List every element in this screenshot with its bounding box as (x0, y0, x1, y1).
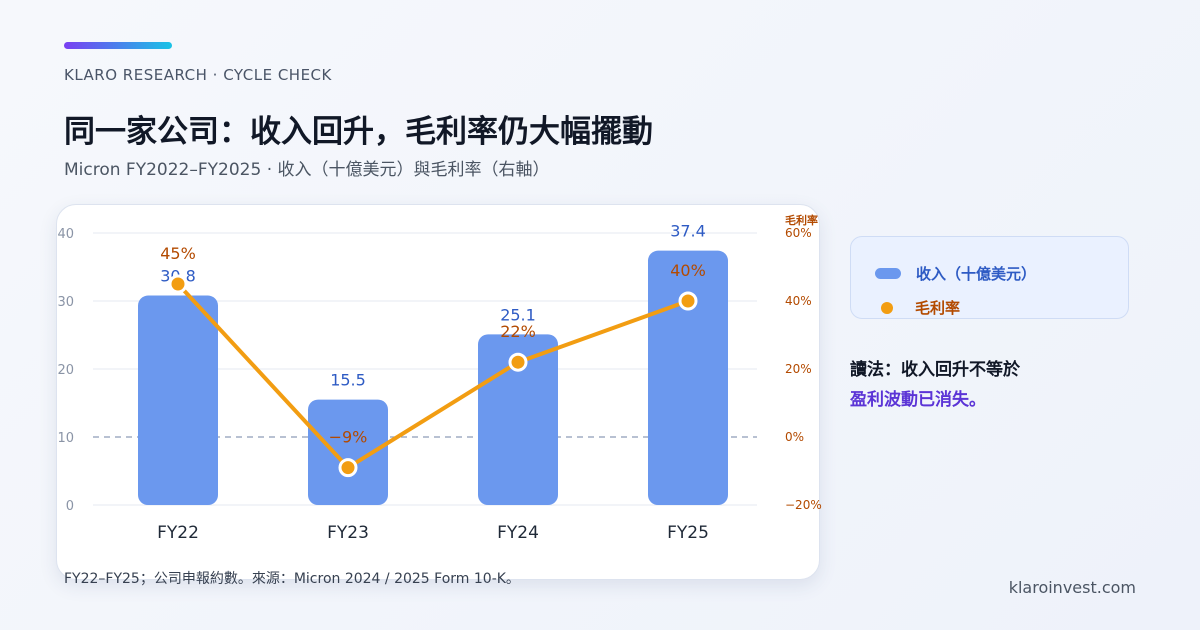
revenue-bar (308, 399, 388, 505)
legend-bar-swatch (875, 268, 901, 279)
y-left-tick-label: 10 (57, 431, 74, 446)
legend-revenue-label: 收入（十億美元） (916, 265, 1037, 283)
y-left-tick-label: 0 (66, 499, 74, 514)
y-right-axis-title: 毛利率 (785, 213, 818, 227)
legend-item-margin: 毛利率 (875, 297, 960, 318)
margin-value-label: −9% (329, 428, 368, 447)
chart-card: 0 10 20 30 40 −20% 0% 20% 40% 60% 毛利率 FY22 FY23 FY24 F… (56, 204, 822, 580)
page-title: 同一家公司：收入回升，毛利率仍大幅擺動 (64, 114, 653, 150)
chart-legend: 收入（十億美元） 毛利率 (850, 236, 1129, 319)
y-right-tick-label: 20% (785, 362, 812, 376)
y-right-tick-label: −20% (785, 498, 822, 512)
revenue-bar (478, 334, 558, 505)
margin-value-label: 45% (160, 244, 196, 263)
margin-value-label: 40% (670, 261, 706, 280)
eyebrow: KLARO RESEARCH · CYCLE CHECK (64, 66, 332, 84)
y-right-tick-label: 60% (785, 226, 812, 240)
margin-line (176, 282, 690, 470)
revenue-value-label: 25.1 (500, 305, 536, 324)
x-tick-label: FY23 (327, 523, 369, 543)
x-tick-label: FY24 (497, 523, 539, 543)
insight-line-1: 讀法：收入回升不等於 (850, 360, 1020, 380)
accent-bar (64, 42, 172, 49)
insight-note: 讀法：收入回升不等於 盈利波動已消失。 (850, 355, 1020, 415)
revenue-bar (648, 250, 728, 505)
y-left-tick-label: 30 (57, 295, 74, 310)
legend-item-revenue: 收入（十億美元） (875, 263, 1036, 284)
x-tick-label: FY22 (157, 523, 199, 543)
y-left-tick-label: 40 (57, 227, 74, 242)
y-right-tick-label: 0% (785, 430, 804, 444)
margin-point (678, 291, 698, 311)
margin-point (168, 274, 188, 294)
site-domain: klaroinvest.com (1008, 578, 1136, 597)
margin-value-label: 22% (500, 322, 536, 341)
revenue-value-label: 37.4 (670, 222, 706, 241)
revenue-bar (138, 295, 218, 505)
insight-line-2: 盈利波動已消失。 (850, 390, 986, 410)
legend-margin-label: 毛利率 (915, 299, 961, 317)
x-tick-label: FY25 (667, 523, 709, 543)
legend-dot-swatch (881, 301, 893, 314)
y-right-tick-label: 40% (785, 294, 812, 308)
source-note: FY22–FY25；公司申報約數。來源：Micron 2024 / 2025 F… (64, 571, 520, 587)
combo-chart: 0 10 20 30 40 −20% 0% 20% 40% 60%毛利率 FY22 FY23 FY24 F… (57, 213, 822, 543)
page-subtitle: Micron FY2022–FY2025 · 收入（十億美元）與毛利率（右軸） (64, 160, 550, 180)
margin-point (338, 458, 358, 478)
y-left-tick-label: 20 (57, 363, 74, 378)
margin-point (508, 352, 528, 372)
revenue-value-label: 15.5 (330, 371, 366, 390)
